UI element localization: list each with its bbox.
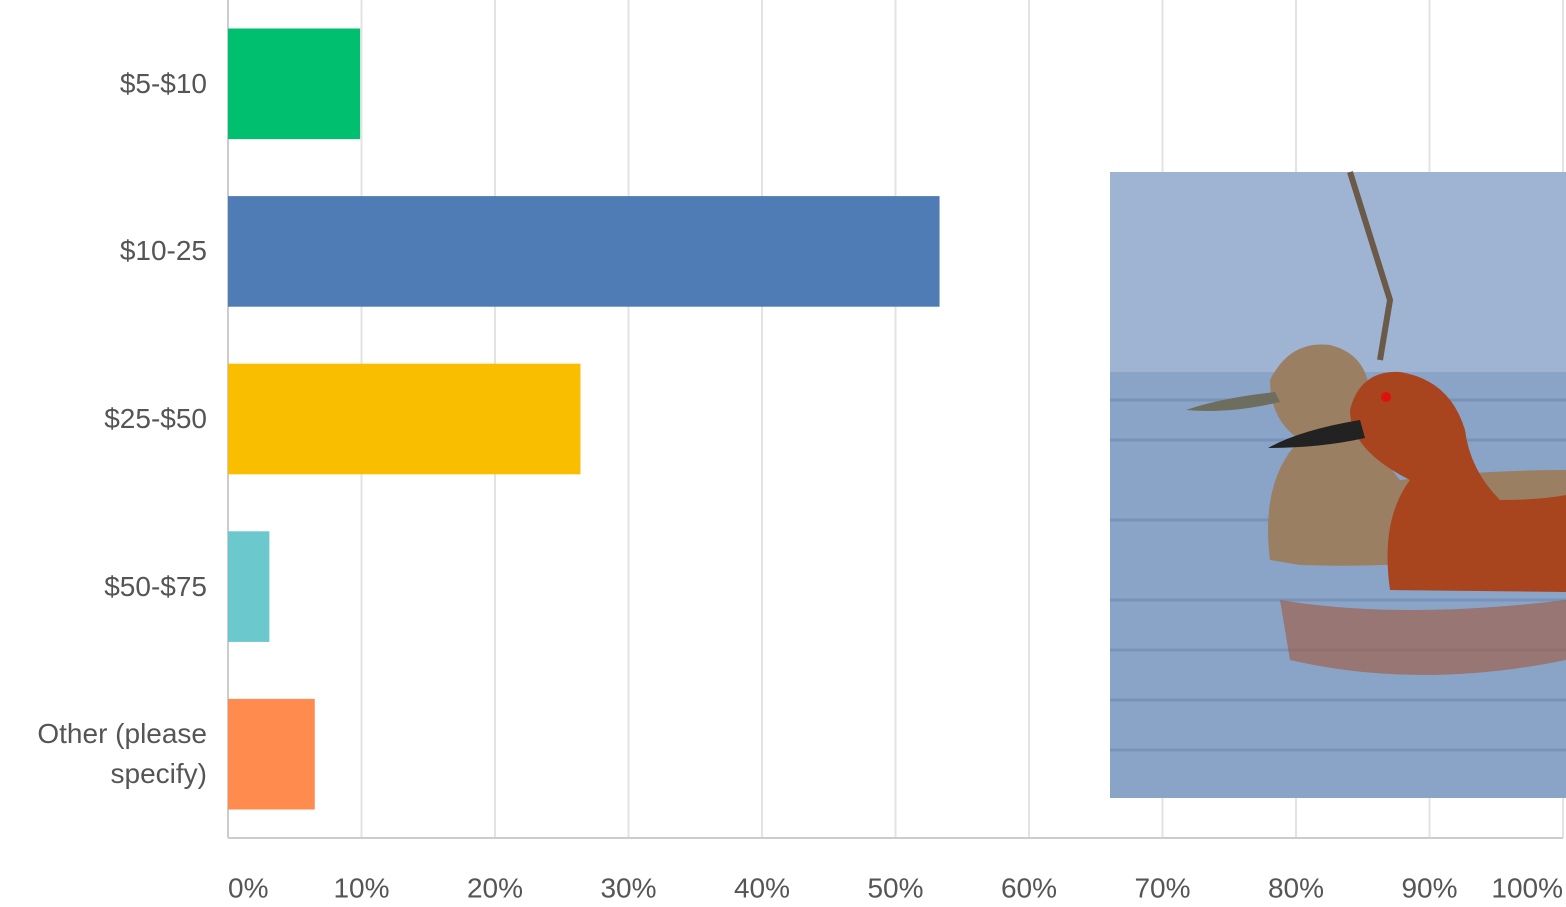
y-tick-label: $5-$10 <box>119 67 207 99</box>
photo-male-duck <box>1350 371 1566 592</box>
bar <box>228 531 270 642</box>
photo-reflection <box>1280 600 1566 675</box>
x-tick-label: 80% <box>1268 872 1324 903</box>
duck-photo <box>1110 171 1566 798</box>
x-tick-label: 10% <box>333 872 389 903</box>
photo-female-bill <box>1186 392 1280 411</box>
x-tick-label: 70% <box>1134 872 1190 903</box>
photo-male-bill <box>1268 420 1365 448</box>
photo-eye <box>1381 392 1391 402</box>
photo-water-top <box>1110 172 1566 372</box>
x-tick-label: 30% <box>600 872 656 903</box>
x-tick-label: 90% <box>1401 872 1457 903</box>
y-tick-label: $10-25 <box>119 235 207 267</box>
y-tick-label: Other (please specify) <box>37 718 207 790</box>
x-tick-label: 100% <box>1491 872 1563 903</box>
x-tick-label: 40% <box>734 872 790 903</box>
photo-reed <box>1347 171 1394 361</box>
bar <box>228 196 940 307</box>
x-tick-label: 60% <box>1001 872 1057 903</box>
y-tick-label: $50-$75 <box>104 570 207 602</box>
x-tick-label: 0% <box>228 872 268 903</box>
y-tick-label: $25-$50 <box>104 403 207 434</box>
bar <box>228 28 361 140</box>
bar <box>228 363 581 475</box>
x-tick-label: 50% <box>867 872 923 903</box>
x-tick-label: 20% <box>467 872 523 903</box>
bar <box>228 698 315 810</box>
